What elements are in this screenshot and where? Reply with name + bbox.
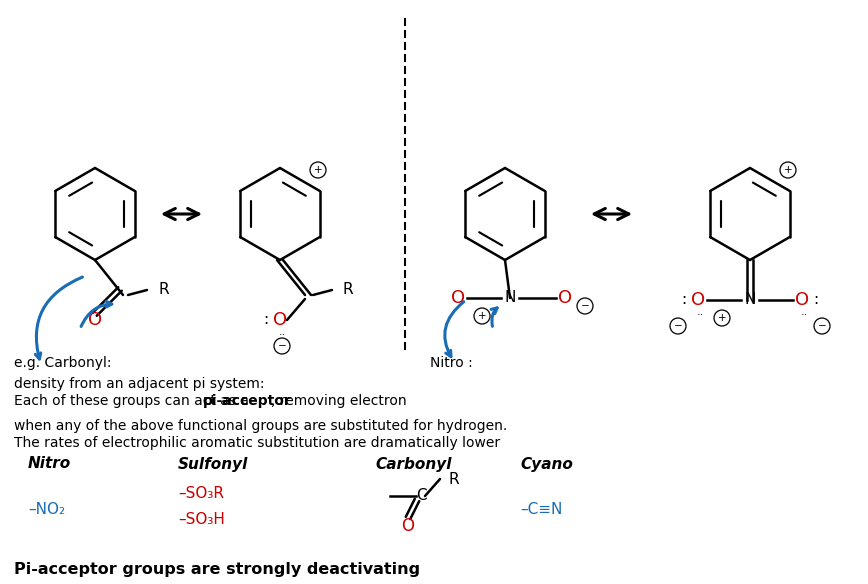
Text: +: + (313, 165, 322, 175)
Text: –C≡N: –C≡N (520, 502, 562, 516)
Text: Nitro :: Nitro : (430, 356, 473, 370)
Text: −: − (581, 301, 589, 311)
Text: +: + (718, 313, 727, 323)
Text: ..: .. (279, 327, 286, 337)
Text: R: R (448, 471, 458, 486)
Text: –SO₃H: –SO₃H (178, 512, 225, 527)
Text: :: : (813, 293, 819, 308)
Text: −: − (818, 321, 826, 331)
Text: Nitro: Nitro (28, 457, 71, 471)
Text: –SO₃R: –SO₃R (178, 486, 224, 502)
Text: O: O (273, 311, 287, 329)
Text: C: C (416, 488, 426, 503)
Text: :: : (263, 312, 268, 328)
Text: ..: .. (800, 307, 807, 317)
Text: pi-acceptor: pi-acceptor (203, 394, 292, 408)
Text: +: + (477, 311, 486, 321)
Text: O: O (795, 291, 809, 309)
Text: O: O (402, 517, 415, 535)
Text: The rates of electrophilic aromatic substitution are dramatically lower: The rates of electrophilic aromatic subs… (14, 436, 500, 450)
Text: R: R (343, 283, 353, 297)
Text: +: + (784, 165, 792, 175)
Text: e.g. Carbonyl:: e.g. Carbonyl: (14, 356, 111, 370)
Text: Pi-acceptor groups are strongly deactivating: Pi-acceptor groups are strongly deactiva… (14, 562, 420, 577)
Text: O: O (451, 289, 465, 307)
Text: R: R (158, 283, 168, 297)
Text: density from an adjacent pi system:: density from an adjacent pi system: (14, 377, 265, 391)
Text: −: − (278, 341, 286, 351)
Text: Carbonyl: Carbonyl (375, 457, 451, 471)
Text: ..: .. (696, 307, 704, 317)
Text: Cyano: Cyano (520, 457, 573, 471)
Text: –NO₂: –NO₂ (28, 502, 65, 516)
Text: , removing electron: , removing electron (271, 394, 406, 408)
Text: N: N (504, 290, 516, 305)
Text: O: O (558, 289, 572, 307)
Text: −: − (674, 321, 682, 331)
Text: :: : (681, 293, 687, 308)
Text: when any of the above functional groups are substituted for hydrogen.: when any of the above functional groups … (14, 419, 507, 433)
Text: O: O (691, 291, 705, 309)
Text: Each of these groups can act as a: Each of these groups can act as a (14, 394, 253, 408)
Text: N: N (745, 293, 756, 308)
Text: O: O (88, 311, 102, 329)
Text: Sulfonyl: Sulfonyl (178, 457, 248, 471)
